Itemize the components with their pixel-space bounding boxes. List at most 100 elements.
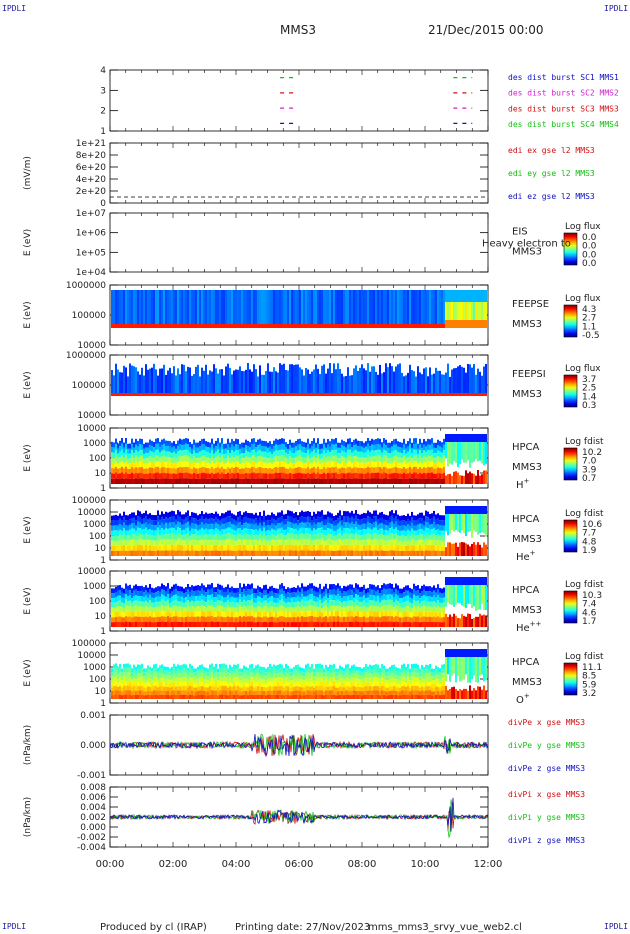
spectrogram-cell bbox=[171, 522, 173, 528]
spectrogram-cell bbox=[421, 534, 423, 540]
spectrogram-cell bbox=[123, 598, 125, 604]
spectrogram-cell bbox=[171, 290, 173, 324]
spectrogram-cell bbox=[395, 455, 397, 462]
spectrogram-cell bbox=[189, 290, 191, 324]
spectrogram-cell bbox=[317, 592, 319, 598]
spectrogram-cell bbox=[249, 539, 251, 546]
spectrogram-cell bbox=[273, 324, 275, 328]
spectrogram-cell bbox=[135, 621, 137, 627]
spectrogram-cell bbox=[129, 545, 131, 551]
spectrogram-cell bbox=[161, 605, 163, 611]
spectrogram-cell bbox=[181, 461, 183, 468]
spectrogram-cell bbox=[227, 472, 229, 479]
spectrogram-cell bbox=[303, 539, 305, 545]
spectrogram-cell bbox=[359, 324, 361, 328]
spectrogram-cell bbox=[249, 324, 251, 328]
spectrogram-cell bbox=[271, 463, 273, 469]
spectrogram-cell bbox=[371, 393, 373, 396]
spectrogram-cell bbox=[235, 540, 237, 546]
spectrogram-cell bbox=[231, 586, 233, 592]
spectrogram-cell bbox=[145, 606, 147, 612]
spectrogram-cell bbox=[137, 611, 139, 617]
spectrogram-cell bbox=[261, 473, 263, 479]
spectrogram-cell bbox=[473, 442, 475, 462]
spectrogram-cell bbox=[261, 622, 263, 627]
spectrogram-cell bbox=[137, 596, 139, 602]
colorbar-tick-label: 10.2 bbox=[582, 448, 602, 458]
spectrogram-cell bbox=[193, 586, 195, 592]
spectrogram-cell bbox=[369, 446, 371, 452]
spectrogram-cell bbox=[381, 511, 383, 518]
spectrogram-cell bbox=[207, 468, 209, 474]
spectrogram-cell bbox=[307, 290, 309, 324]
spectrogram-cell bbox=[327, 393, 329, 396]
spectrogram-cell bbox=[193, 518, 195, 524]
spectrogram-cell bbox=[147, 369, 149, 393]
spectrogram-cell bbox=[213, 324, 215, 328]
spectrogram-cell bbox=[427, 550, 429, 556]
spectrogram-cell bbox=[111, 593, 113, 599]
spectrogram-cell bbox=[267, 617, 269, 623]
spectrogram-cell bbox=[273, 467, 275, 474]
spectrogram-cell bbox=[451, 393, 453, 396]
spectrogram-cell bbox=[391, 446, 393, 452]
spectrogram-cell bbox=[265, 595, 267, 601]
spectrogram-cell bbox=[399, 393, 401, 396]
spectrogram-cell bbox=[263, 538, 265, 545]
spectrogram-cell bbox=[195, 611, 197, 617]
spectrogram-cell bbox=[327, 544, 329, 551]
spectrogram-cell bbox=[235, 592, 237, 598]
colorbar-tick-label: 0.0 bbox=[582, 242, 597, 252]
spectrogram-cell bbox=[203, 616, 205, 622]
spectrogram-cell bbox=[291, 539, 293, 545]
spectrogram-cell bbox=[243, 594, 245, 600]
spectrogram-cell bbox=[219, 369, 221, 393]
spectrogram-cell bbox=[431, 455, 433, 462]
spectrogram-cell bbox=[191, 458, 193, 464]
spectrogram-cell bbox=[117, 621, 119, 627]
spectrogram-cell bbox=[309, 458, 311, 464]
spectrogram-cell bbox=[191, 324, 193, 328]
spectrogram-cell bbox=[395, 544, 397, 551]
spectrogram-cell bbox=[209, 324, 211, 328]
spectrogram-cell bbox=[227, 478, 229, 484]
spectrogram-cell bbox=[297, 515, 299, 521]
spectrogram-cell bbox=[239, 605, 241, 611]
spectrogram-cell bbox=[171, 611, 173, 617]
spectrogram-cell bbox=[243, 447, 245, 454]
spectrogram-cell bbox=[159, 473, 161, 479]
spectrogram-cell bbox=[159, 596, 161, 602]
spectrogram-cell bbox=[245, 456, 247, 462]
spectrogram-cell bbox=[163, 290, 165, 324]
spectrogram-cell bbox=[419, 393, 421, 396]
spectrogram-cell bbox=[261, 446, 263, 452]
spectrogram-cell bbox=[155, 515, 157, 521]
spectrogram-cell bbox=[267, 463, 269, 469]
spectrogram-cell bbox=[187, 544, 189, 551]
spectrogram-cell bbox=[149, 513, 151, 519]
spectrogram-cell bbox=[313, 393, 315, 396]
spectrogram-cell bbox=[389, 522, 391, 529]
spectrogram-cell bbox=[359, 457, 361, 463]
spectrogram-cell bbox=[243, 463, 245, 469]
spectrogram-cell bbox=[237, 478, 239, 484]
spectrogram-cell bbox=[393, 545, 395, 551]
spectrogram-cell bbox=[155, 478, 157, 484]
spectrogram-cell bbox=[215, 393, 217, 396]
y-tick-label: 1 bbox=[100, 627, 106, 637]
spectrogram-cell bbox=[415, 376, 417, 393]
spectrogram-cell bbox=[169, 539, 171, 545]
spectrogram-cell bbox=[197, 595, 199, 601]
spectrogram-cell bbox=[351, 457, 353, 464]
spectrogram-cell bbox=[251, 461, 253, 468]
spectrogram-cell bbox=[241, 550, 243, 556]
spectrogram-cell bbox=[115, 472, 117, 479]
spectrogram-cell bbox=[285, 452, 287, 458]
spectrogram-cell bbox=[317, 324, 319, 328]
spectrogram-cell bbox=[279, 444, 281, 451]
spectrogram-cell bbox=[111, 515, 113, 521]
spectrogram-cell bbox=[197, 442, 199, 448]
spectrogram-cell bbox=[185, 290, 187, 324]
spectrogram-cell bbox=[401, 324, 403, 328]
spectrogram-cell bbox=[269, 616, 271, 622]
